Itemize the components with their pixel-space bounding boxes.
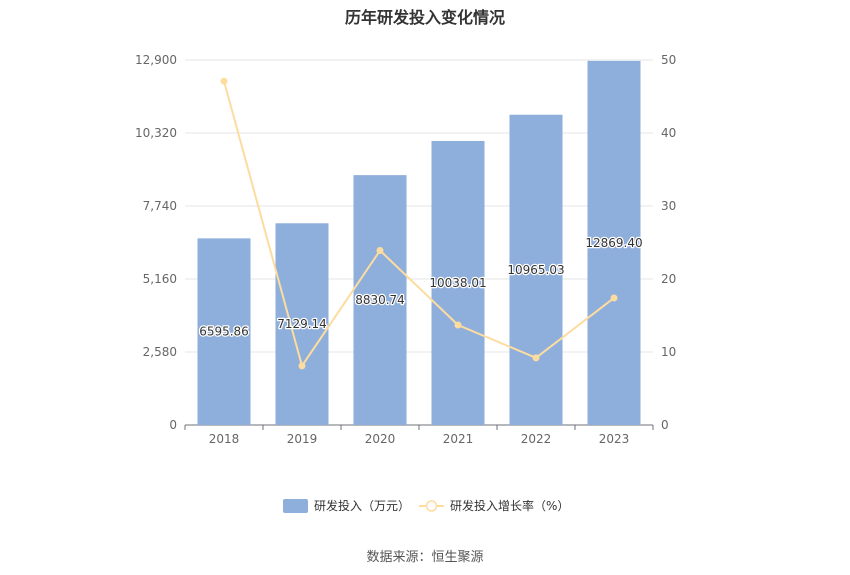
y-left-tick-label: 12,900 <box>135 53 177 67</box>
y-left-tick-label: 10,320 <box>135 126 177 140</box>
y-right-tick-label: 10 <box>661 345 676 359</box>
bar-data-label: 10038.01 <box>429 276 486 290</box>
bar-data-label: 12869.40 <box>585 236 642 250</box>
x-tick-label: 2022 <box>521 432 552 446</box>
line-point <box>376 247 384 255</box>
bar-data-label: 7129.14 <box>277 317 327 331</box>
legend-line-label: 研发投入增长率（%） <box>450 498 569 513</box>
x-tick-label: 2023 <box>599 432 630 446</box>
line-point <box>298 362 306 370</box>
axes: 0 0 2,580 10 5,160 20 7,740 30 10,320 40 12,900 50 2… <box>135 53 676 446</box>
legend[interactable]: 研发投入（万元） 研发投入增长率（%） <box>283 498 569 513</box>
legend-line-marker <box>425 500 438 512</box>
x-tick-label: 2018 <box>209 432 240 446</box>
y-right-tick-label: 40 <box>661 126 676 140</box>
x-tick-label: 2019 <box>287 432 318 446</box>
y-right-tick-label: 20 <box>661 272 676 286</box>
y-right-tick-label: 50 <box>661 53 676 67</box>
bar-series <box>197 60 641 426</box>
data-labels: 6595.86 7129.14 8830.74 10038.01 10965.03 128… <box>198 235 644 340</box>
chart-title: 历年研发投入变化情况 <box>344 8 505 27</box>
source-note: 数据来源：恒生聚源 <box>366 550 484 565</box>
x-tick-label: 2020 <box>365 432 396 446</box>
bar <box>353 175 407 425</box>
legend-bar-swatch <box>283 499 308 513</box>
line-series <box>220 77 618 370</box>
bar <box>587 60 641 425</box>
bar-data-label: 6595.86 <box>199 325 249 339</box>
y-left-tick-label: 0 <box>169 418 177 432</box>
y-left-tick-label: 5,160 <box>143 272 177 286</box>
line-point <box>220 77 228 85</box>
bar <box>509 114 563 426</box>
bar <box>431 140 485 425</box>
bar-data-label: 10965.03 <box>507 263 564 277</box>
x-tick-label: 2021 <box>443 432 474 446</box>
line-point <box>610 294 618 302</box>
y-left-tick-label: 2,580 <box>143 345 177 359</box>
y-right-tick-label: 30 <box>661 199 676 213</box>
growth-line <box>223 80 615 369</box>
grid-lines <box>185 59 653 353</box>
bar <box>197 238 251 425</box>
bar-data-label: 8830.74 <box>355 293 405 307</box>
line-point <box>532 354 540 362</box>
y-left-tick-label: 7,740 <box>143 199 177 213</box>
y-right-tick-label: 0 <box>661 418 669 432</box>
line-point <box>454 321 462 329</box>
legend-bar-label: 研发投入（万元） <box>314 498 410 513</box>
bar <box>275 223 329 425</box>
